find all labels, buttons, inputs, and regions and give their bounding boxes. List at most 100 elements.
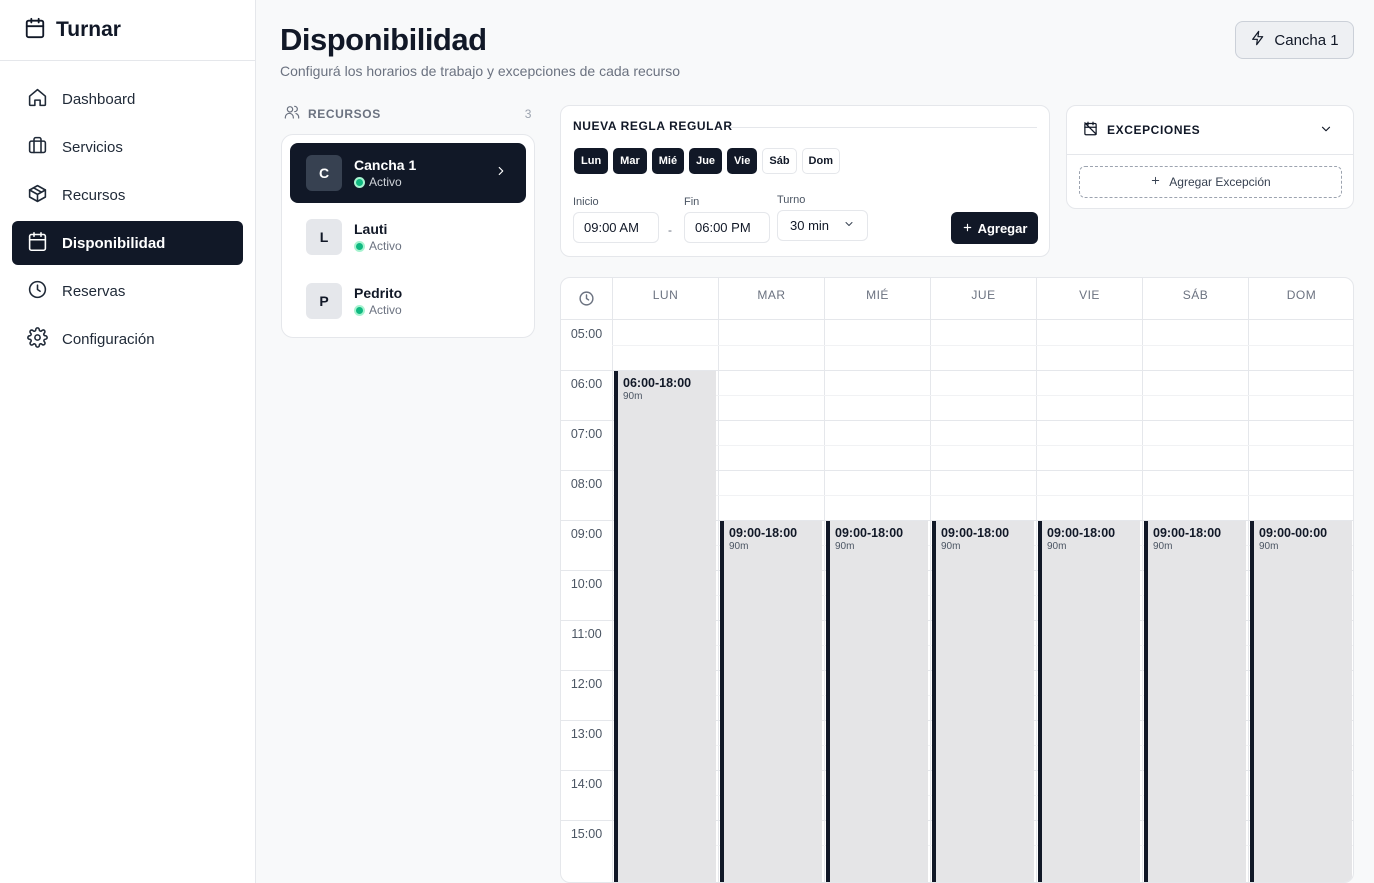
- block-time-range: 09:00-18:00: [729, 526, 798, 540]
- column-divider: [1248, 320, 1249, 882]
- resource-name: Cancha 1: [354, 157, 417, 173]
- resource-selector-button[interactable]: Cancha 1: [1235, 21, 1354, 59]
- hour-line: [561, 370, 1353, 371]
- day-toggle-sab[interactable]: Sáb: [762, 148, 797, 174]
- exceptions-title: EXCEPCIONES: [1107, 123, 1201, 137]
- availability-block[interactable]: 06:00-18:00 90m: [614, 371, 716, 882]
- add-exception-button[interactable]: Agregar Excepción: [1079, 166, 1342, 198]
- hour-label: 09:00: [570, 527, 603, 541]
- sidebar-item-label: Servicios: [62, 138, 123, 156]
- resources-list: C Cancha 1 Activo L Lauti Activo P Pedri…: [281, 134, 535, 338]
- add-exception-label: Agregar Excepción: [1169, 175, 1271, 189]
- availability-block[interactable]: 09:00-18:00 90m: [1038, 521, 1140, 882]
- availability-block[interactable]: 09:00-18:00 90m: [826, 521, 928, 882]
- day-toggle-lun[interactable]: Lun: [574, 148, 609, 174]
- sidebar-item-recursos[interactable]: Recursos: [12, 173, 243, 217]
- status-dot-icon: [354, 176, 365, 188]
- day-toggle-dom[interactable]: Dom: [801, 148, 840, 174]
- resources-heading: RECURSOS 3: [284, 104, 532, 123]
- day-selector: Lun Mar Mié Jue Vie Sáb Dom: [574, 148, 840, 174]
- block-time-range: 09:00-00:00: [1259, 526, 1328, 540]
- hour-label: 13:00: [570, 727, 603, 741]
- slot-label: Turno: [777, 194, 806, 206]
- resources-count: 3: [524, 106, 532, 121]
- day-header-lun: LUN: [612, 278, 718, 320]
- status-dot-icon: [354, 304, 365, 316]
- sidebar-item-reservas[interactable]: Reservas: [12, 269, 243, 313]
- brand-name: Turnar: [56, 18, 121, 41]
- half-hour-line: [612, 395, 1353, 396]
- block-time-range: 09:00-18:00: [941, 526, 1010, 540]
- chevron-down-icon: [1319, 122, 1333, 139]
- brand[interactable]: Turnar: [0, 0, 255, 61]
- weekly-calendar: LUN MAR MIÉ JUE VIE SÁB DOM 05:00 06:00 07…: [560, 277, 1354, 883]
- gear-icon: [27, 326, 48, 352]
- resource-name: Lauti: [354, 221, 388, 237]
- resource-item-cancha-1[interactable]: C Cancha 1 Activo: [290, 143, 526, 203]
- hour-label: 14:00: [570, 777, 603, 791]
- resource-name: Pedrito: [354, 285, 403, 301]
- column-divider: [1036, 320, 1037, 882]
- hour-label: 11:00: [571, 627, 602, 641]
- block-duration: 90m: [729, 541, 749, 552]
- start-label: Inicio: [573, 196, 599, 208]
- sidebar-item-label: Configuración: [62, 330, 155, 348]
- hour-label: 07:00: [570, 427, 603, 441]
- add-rule-button[interactable]: Agregar: [951, 212, 1038, 244]
- availability-block[interactable]: 09:00-00:00 90m: [1250, 521, 1352, 882]
- hour-label: 05:00: [570, 327, 603, 341]
- hour-line: [561, 470, 1353, 471]
- home-icon: [27, 87, 48, 112]
- availability-block[interactable]: 09:00-18:00 90m: [932, 521, 1034, 882]
- slot-select[interactable]: 30 min: [777, 210, 868, 241]
- start-time-input[interactable]: 09:00 AM: [573, 212, 659, 243]
- status-dot-icon: [354, 240, 365, 252]
- sidebar-item-servicios[interactable]: Servicios: [12, 125, 243, 169]
- exceptions-header[interactable]: EXCEPCIONES: [1067, 106, 1353, 155]
- hour-label: 12:00: [570, 677, 603, 691]
- plus-icon: [1150, 175, 1161, 189]
- availability-block[interactable]: 09:00-18:00 90m: [1144, 521, 1246, 882]
- block-duration: 90m: [1153, 541, 1173, 552]
- availability-block[interactable]: 09:00-18:00 90m: [720, 521, 822, 882]
- exceptions-card: EXCEPCIONES Agregar Excepción: [1066, 105, 1354, 209]
- sidebar: Turnar Dashboard Servicios Recursos Disp…: [0, 0, 256, 883]
- calendar-off-icon: [1083, 121, 1098, 139]
- end-time-input[interactable]: 06:00 PM: [684, 212, 770, 243]
- sidebar-item-disponibilidad[interactable]: Disponibilidad: [12, 221, 243, 265]
- users-icon: [284, 104, 300, 123]
- day-toggle-mie[interactable]: Mié: [651, 148, 685, 174]
- column-divider: [930, 320, 931, 882]
- time-separator: -: [668, 223, 672, 237]
- page-subtitle: Configurá los horarios de trabajo y exce…: [280, 63, 681, 79]
- resource-item-pedrito[interactable]: P Pedrito Activo: [290, 271, 526, 331]
- divider: [731, 127, 1037, 128]
- half-hour-line: [612, 345, 1353, 346]
- hour-line: [561, 420, 1353, 421]
- bolt-icon: [1250, 30, 1266, 50]
- block-duration: 90m: [623, 391, 643, 402]
- day-toggle-vie[interactable]: Vie: [727, 148, 758, 174]
- day-toggle-jue[interactable]: Jue: [689, 148, 723, 174]
- clock-icon: [27, 279, 48, 304]
- avatar: L: [306, 219, 342, 255]
- slot-value: 30 min: [790, 218, 830, 233]
- new-rule-card: NUEVA REGLA REGULAR Lun Mar Mié Jue Vie …: [560, 105, 1050, 257]
- sidebar-item-label: Reservas: [62, 282, 126, 300]
- block-time-range: 09:00-18:00: [835, 526, 904, 540]
- resource-item-lauti[interactable]: L Lauti Activo: [290, 207, 526, 267]
- sidebar-item-configuracion[interactable]: Configuración: [12, 317, 243, 361]
- sidebar-item-dashboard[interactable]: Dashboard: [12, 77, 243, 121]
- new-rule-title: NUEVA REGLA REGULAR: [573, 119, 733, 133]
- calendar-header: LUN MAR MIÉ JUE VIE SÁB DOM: [561, 278, 1353, 320]
- day-header-mar: MAR: [718, 278, 824, 320]
- block-duration: 90m: [1047, 541, 1067, 552]
- day-header-jue: JUE: [930, 278, 1036, 320]
- day-header-sab: SÁB: [1142, 278, 1248, 320]
- resources-heading-label: RECURSOS: [308, 106, 381, 121]
- day-toggle-mar[interactable]: Mar: [613, 148, 647, 174]
- column-divider: [824, 320, 825, 882]
- hour-label: 10:00: [570, 577, 603, 591]
- plus-icon: [962, 221, 973, 236]
- box-icon: [27, 183, 48, 208]
